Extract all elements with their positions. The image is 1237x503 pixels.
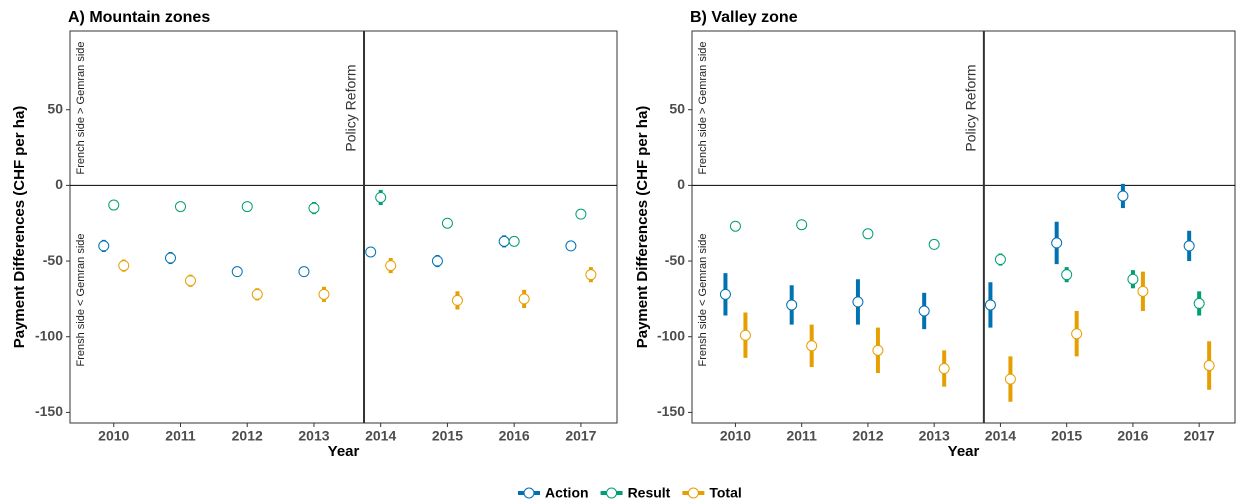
x-tick-label: 2014 xyxy=(985,428,1016,444)
x-tick-label: 2017 xyxy=(565,428,596,444)
point xyxy=(1137,285,1149,297)
point xyxy=(251,288,263,300)
x-tick-label: 2012 xyxy=(852,428,883,444)
point xyxy=(938,363,950,375)
y-axis-title: Payment Differences (CHF per ha) xyxy=(11,106,28,349)
panel-title: B) Valley zone xyxy=(690,9,798,26)
point xyxy=(729,220,741,232)
x-tick-label: 2017 xyxy=(1184,428,1215,444)
point xyxy=(918,305,930,317)
y-tick-label: -150 xyxy=(657,403,685,419)
annotation: Frensh side < Gemran side xyxy=(697,234,709,367)
legend-entry: Action xyxy=(518,485,589,501)
point xyxy=(385,260,397,272)
point xyxy=(298,266,310,278)
y-tick-label: -50 xyxy=(43,252,63,268)
legend-key-point xyxy=(523,487,535,499)
point xyxy=(108,199,120,211)
point xyxy=(786,299,798,311)
point xyxy=(1183,240,1195,252)
point xyxy=(1203,359,1215,371)
point xyxy=(862,228,874,240)
y-tick-label: -150 xyxy=(35,403,63,419)
x-tick-label: 2016 xyxy=(1117,428,1148,444)
x-tick-label: 2014 xyxy=(365,428,396,444)
y-tick-label: 0 xyxy=(677,176,685,192)
point xyxy=(1051,237,1063,249)
y-tick-label: -50 xyxy=(665,252,685,268)
point xyxy=(241,201,253,213)
x-tick-label: 2010 xyxy=(720,428,751,444)
point xyxy=(1117,190,1129,202)
reform-label: Policy Reform xyxy=(963,64,979,151)
legend-label: Result xyxy=(628,485,671,501)
point xyxy=(806,340,818,352)
point xyxy=(796,219,808,231)
legend-entry: Result xyxy=(600,485,671,501)
x-tick-label: 2016 xyxy=(499,428,530,444)
plot-frame xyxy=(69,30,618,424)
point xyxy=(118,260,130,272)
annotation: French side > Gemran side xyxy=(697,42,709,175)
point xyxy=(174,201,186,213)
panel-title: A) Mountain zones xyxy=(68,9,210,26)
point xyxy=(184,275,196,287)
y-axis-title: Payment Differences (CHF per ha) xyxy=(634,106,651,349)
y-tick-label: -100 xyxy=(657,327,685,343)
x-tick-label: 2011 xyxy=(786,428,817,444)
point xyxy=(1193,297,1205,309)
point xyxy=(872,344,884,356)
plot-frame xyxy=(691,30,1236,424)
point xyxy=(585,269,597,281)
point xyxy=(231,266,243,278)
point xyxy=(441,217,453,229)
y-tick-label: 50 xyxy=(669,100,685,116)
y-tick-label: 50 xyxy=(47,100,63,116)
point xyxy=(308,202,320,214)
point xyxy=(719,288,731,300)
point xyxy=(565,240,577,252)
annotation: Frensh side < Gemran side xyxy=(75,234,87,367)
annotation: French side > Gemran side xyxy=(75,42,87,175)
x-tick-label: 2012 xyxy=(232,428,263,444)
point xyxy=(451,294,463,306)
point xyxy=(164,252,176,264)
legend-label: Action xyxy=(545,485,589,501)
x-tick-label: 2010 xyxy=(98,428,129,444)
x-axis-title: Year xyxy=(948,443,980,460)
point xyxy=(928,238,940,250)
x-tick-label: 2011 xyxy=(165,428,196,444)
point xyxy=(1004,373,1016,385)
x-tick-label: 2015 xyxy=(432,428,463,444)
point xyxy=(518,293,530,305)
point xyxy=(984,299,996,311)
point xyxy=(1071,328,1083,340)
legend-key-point xyxy=(606,487,618,499)
point xyxy=(498,235,510,247)
x-tick-label: 2015 xyxy=(1051,428,1082,444)
point xyxy=(365,246,377,258)
point xyxy=(1127,273,1139,285)
point xyxy=(575,208,587,220)
y-tick-label: -100 xyxy=(35,327,63,343)
legend-key-point xyxy=(687,487,699,499)
y-tick-label: 0 xyxy=(55,176,63,192)
reform-label: Policy Reform xyxy=(343,64,359,151)
point xyxy=(98,240,110,252)
x-tick-label: 2013 xyxy=(298,428,329,444)
legend-entry: Total xyxy=(682,485,742,501)
point xyxy=(375,191,387,203)
x-axis-title: Year xyxy=(328,443,360,460)
legend-label: Total xyxy=(709,485,741,501)
point xyxy=(994,254,1006,266)
point xyxy=(508,235,520,247)
point xyxy=(431,255,443,267)
point xyxy=(1061,269,1073,281)
point xyxy=(852,296,864,308)
x-tick-label: 2013 xyxy=(919,428,950,444)
point xyxy=(318,288,330,300)
point xyxy=(739,329,751,341)
